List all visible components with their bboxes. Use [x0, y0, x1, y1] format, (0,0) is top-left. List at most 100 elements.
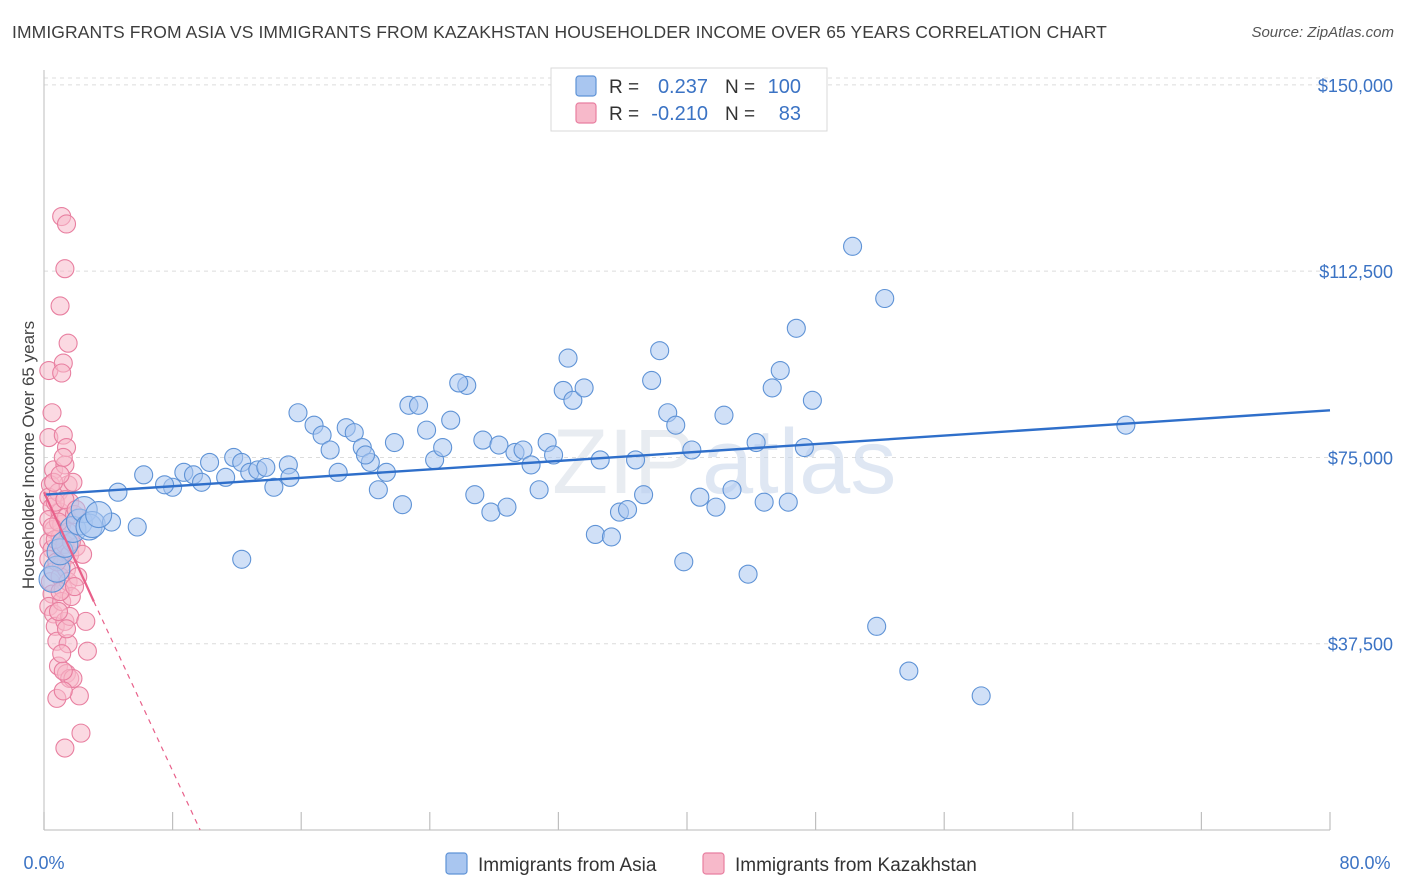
x-ticks — [43, 812, 1331, 830]
asia-point — [778, 492, 798, 512]
asia-point — [794, 437, 814, 458]
kazakhstan-point — [71, 723, 91, 743]
chart-title: IMMIGRANTS FROM ASIA VS IMMIGRANTS FROM … — [12, 22, 1107, 42]
kazakhstan-point — [55, 738, 75, 758]
asia-point — [481, 502, 501, 522]
stats-legend: R = 0.237 N = 100 R = -0.210 N = 83 — [550, 67, 828, 132]
kazakhstan-point — [53, 661, 73, 681]
asia-point — [521, 455, 541, 475]
asia-point — [558, 348, 578, 368]
asia-point — [738, 564, 758, 584]
kazakhstan-point — [77, 641, 97, 661]
bottom-legend-swatch-asia — [445, 852, 468, 875]
x-tick-label-max: 80.0% — [1339, 853, 1390, 873]
asia-point — [666, 415, 686, 435]
y-tick-label-3: $150,000 — [1318, 76, 1393, 96]
legend-r-label-asia: R = — [609, 77, 639, 98]
asia-point — [563, 390, 583, 410]
trend-line-kazakhstan-extension — [93, 601, 201, 831]
asia-point — [544, 445, 564, 465]
asia-point — [384, 432, 404, 453]
asia-point — [971, 686, 991, 706]
asia-point — [355, 445, 376, 465]
asia-point — [465, 485, 485, 505]
asia-point — [529, 480, 549, 500]
y-tick-label-1: $75,000 — [1328, 448, 1393, 468]
asia-point — [320, 440, 340, 460]
asia-point — [449, 373, 469, 393]
kazakhstan-point — [55, 259, 75, 279]
kazakhstan-point — [64, 577, 85, 597]
asia-point — [770, 360, 790, 381]
legend-r-label-kazakhstan: R = — [609, 104, 639, 125]
kazakhstan-point — [42, 403, 62, 423]
asia-point — [802, 390, 822, 410]
asia-point — [722, 480, 742, 500]
asia-point — [264, 477, 284, 497]
kazakhstan-point — [56, 214, 77, 234]
kazakhstan-point — [52, 644, 72, 664]
asia-point — [344, 423, 364, 443]
asia-point — [200, 452, 220, 472]
asia-point — [634, 485, 654, 505]
kazakhstan-point — [50, 296, 70, 316]
stats-legend-box — [550, 67, 828, 132]
kazakhstan-point — [56, 619, 77, 639]
asia-point — [899, 661, 919, 681]
asia-point — [585, 524, 605, 544]
chart-source: Source: ZipAtlas.com — [1251, 24, 1394, 41]
asia-point — [843, 236, 863, 256]
asia-point — [473, 430, 493, 450]
asia-point — [288, 403, 308, 423]
asia-point — [328, 462, 348, 482]
asia-point — [626, 450, 646, 470]
asia-point — [513, 440, 533, 460]
kazakhstan-point — [48, 601, 69, 621]
kazakhstan-point — [52, 363, 72, 383]
asia-point — [497, 497, 517, 517]
y-tick-label-0: $37,500 — [1328, 635, 1393, 655]
asia-point — [489, 435, 509, 455]
trend-line-kazakhstan — [42, 491, 95, 602]
asia-point — [392, 495, 413, 515]
legend-n-value-kazakhstan: 83 — [779, 103, 801, 125]
asia-point — [754, 492, 774, 512]
series-kazakhstan-points — [39, 206, 97, 758]
kazakhstan-point — [53, 681, 73, 701]
x-tick-label-min: 0.0% — [23, 853, 64, 873]
kazakhstan-point — [69, 686, 89, 706]
series-legend: Immigrants from Asia Immigrants from Kaz… — [445, 852, 977, 876]
asia-point — [574, 378, 594, 398]
asia-point — [875, 288, 895, 309]
asia-point — [617, 500, 638, 520]
kazakhstan-point — [53, 447, 73, 468]
asia-point — [312, 425, 332, 445]
legend-n-value-asia: 100 — [768, 76, 801, 98]
legend-n-label-kazakhstan: N = — [725, 104, 755, 125]
bottom-legend-swatch-kazakhstan — [702, 852, 725, 875]
asia-point — [433, 437, 453, 458]
asia-point — [762, 378, 782, 398]
asia-point — [441, 410, 461, 430]
asia-point — [85, 501, 113, 529]
asia-point — [408, 395, 429, 415]
bottom-legend-label-asia: Immigrants from Asia — [478, 855, 657, 876]
asia-point — [867, 616, 887, 636]
trend-line-asia — [43, 409, 1331, 496]
asia-point — [690, 487, 710, 507]
asia-point — [155, 475, 175, 495]
y-tick-labels: $37,500 $75,000 $112,500 $150,000 — [1318, 76, 1393, 655]
asia-point — [127, 517, 147, 537]
kazakhstan-point — [50, 465, 70, 485]
asia-point — [256, 457, 276, 477]
asia-point — [368, 480, 388, 500]
kazakhstan-point — [76, 611, 96, 631]
y-axis-title: Householder Income Over 65 years — [19, 321, 38, 589]
legend-r-value-kazakhstan: -0.210 — [651, 103, 708, 125]
legend-swatch-asia — [575, 75, 597, 97]
asia-point — [232, 549, 252, 569]
legend-r-value-asia: 0.237 — [658, 76, 708, 98]
trend-lines — [42, 409, 1331, 831]
asia-point — [590, 450, 610, 470]
